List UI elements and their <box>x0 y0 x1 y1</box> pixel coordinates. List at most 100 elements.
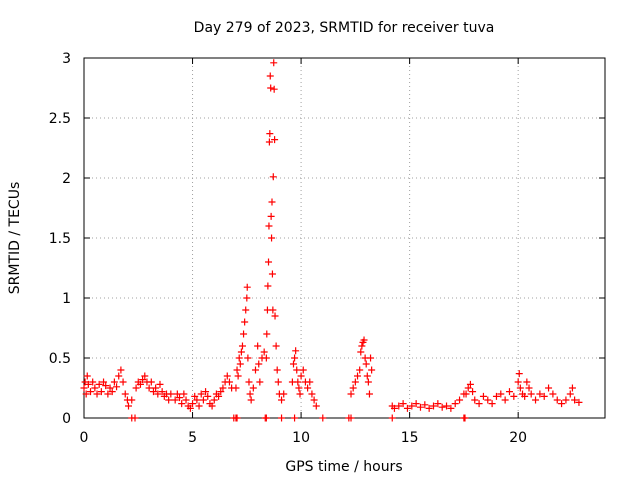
data-point <box>295 384 303 392</box>
data-point <box>234 372 242 380</box>
data-point <box>186 404 194 412</box>
data-point <box>488 400 496 408</box>
data-point <box>475 400 483 408</box>
data-point <box>176 394 184 402</box>
data-point <box>408 402 416 410</box>
data-point <box>310 396 318 404</box>
data-point <box>193 396 201 404</box>
data-point <box>262 354 270 362</box>
data-point <box>195 402 203 410</box>
data-point <box>100 378 108 386</box>
data-point <box>199 396 207 404</box>
data-point <box>291 414 299 422</box>
data-point <box>296 390 304 398</box>
data-point <box>549 390 557 398</box>
data-point <box>291 354 299 362</box>
data-point <box>360 336 368 344</box>
data-point <box>83 372 91 380</box>
data-point <box>165 396 173 404</box>
data-point <box>479 392 487 400</box>
x-tick-label: 15 <box>401 430 419 446</box>
data-point <box>121 390 129 398</box>
y-axis-label: SRMTID / TECUs <box>7 182 23 295</box>
data-point <box>242 306 250 314</box>
data-point <box>167 390 175 398</box>
data-point <box>263 330 271 338</box>
data-point <box>430 402 438 410</box>
data-point <box>236 360 244 368</box>
data-point <box>152 384 160 392</box>
data-point <box>292 347 300 355</box>
data-point <box>271 136 279 144</box>
data-point <box>349 384 357 392</box>
data-point <box>289 360 297 368</box>
data-point <box>238 342 246 350</box>
data-point <box>308 390 316 398</box>
data-point <box>244 354 252 362</box>
data-point <box>362 360 370 368</box>
data-point <box>267 212 275 220</box>
data-point <box>91 384 99 392</box>
data-point <box>223 372 231 380</box>
data-point <box>395 402 403 410</box>
data-point <box>87 388 95 396</box>
y-tick-label: 1.5 <box>49 231 71 247</box>
data-point <box>269 306 277 314</box>
data-point <box>215 392 223 400</box>
data-point <box>265 222 273 230</box>
data-point <box>84 380 92 388</box>
data-points <box>80 59 583 422</box>
data-point <box>149 388 157 396</box>
data-point <box>235 354 243 362</box>
data-point <box>108 388 116 396</box>
data-point <box>80 384 88 392</box>
x-tick-label: 20 <box>509 430 527 446</box>
data-point <box>247 396 255 404</box>
data-point <box>466 380 474 388</box>
data-point <box>265 258 273 266</box>
data-point <box>464 384 472 392</box>
data-point <box>447 404 455 412</box>
data-point <box>246 390 254 398</box>
data-point <box>571 396 579 404</box>
data-point <box>365 390 373 398</box>
chart-title: Day 279 of 2023, SRMTID for receiver tuv… <box>194 20 495 36</box>
data-point <box>131 414 139 422</box>
data-point <box>299 366 307 374</box>
data-point <box>219 384 227 392</box>
data-point <box>421 401 429 409</box>
data-point <box>515 370 523 378</box>
data-point <box>521 392 529 400</box>
data-point <box>237 348 245 356</box>
data-point <box>368 366 376 374</box>
x-tick-labels: 0 5 10 15 20 <box>80 430 528 446</box>
data-point <box>304 384 312 392</box>
data-point <box>191 392 199 400</box>
x-tick-label: 10 <box>292 430 310 446</box>
data-point <box>251 366 259 374</box>
data-point <box>443 402 451 410</box>
data-point <box>141 372 149 380</box>
data-point <box>268 234 276 242</box>
data-point <box>297 372 305 380</box>
data-point <box>354 372 362 380</box>
data-point <box>357 348 365 356</box>
data-point <box>158 388 166 396</box>
data-point <box>139 376 147 384</box>
data-point <box>364 378 372 386</box>
data-point <box>505 388 513 396</box>
data-point <box>208 402 216 410</box>
data-point <box>367 354 375 362</box>
data-point <box>403 404 411 412</box>
y-tick-label: 1 <box>62 291 71 307</box>
y-tick-label: 3 <box>62 51 71 67</box>
data-point <box>197 390 205 398</box>
data-point <box>274 378 282 386</box>
data-point <box>217 388 225 396</box>
data-point <box>210 396 218 404</box>
data-point <box>268 270 276 278</box>
axis-ticks <box>83 57 605 419</box>
y-tick-label: 0 <box>62 411 71 427</box>
data-point <box>568 384 576 392</box>
y-tick-label: 2 <box>62 171 71 187</box>
